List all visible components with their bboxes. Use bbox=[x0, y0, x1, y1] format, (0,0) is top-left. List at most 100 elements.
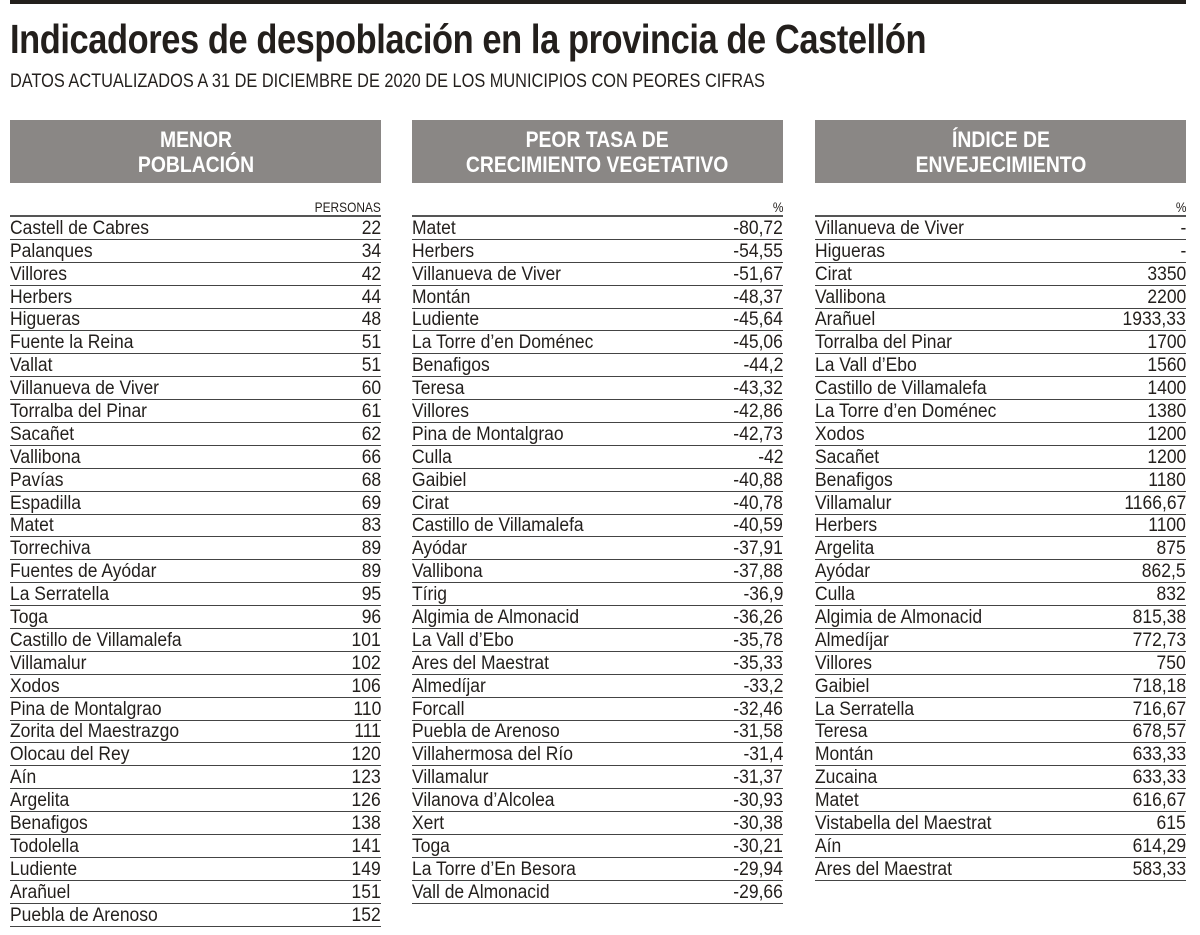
municipality-name: Xodos bbox=[10, 675, 60, 697]
page-title: Indicadores de despoblación en la provin… bbox=[10, 16, 927, 62]
value: -42,86 bbox=[733, 401, 783, 423]
table-row: Teresa -43,32 bbox=[412, 377, 783, 401]
value: -30,38 bbox=[733, 813, 783, 835]
value: -42,73 bbox=[733, 423, 783, 445]
table-header-label: ÍNDICE DE ENVEJECIMIENTO bbox=[915, 126, 1086, 177]
value: -44,2 bbox=[743, 355, 783, 377]
table-row: Ludiente 149 bbox=[10, 858, 381, 881]
value: -31,37 bbox=[733, 767, 783, 789]
unit-text: % bbox=[1175, 199, 1186, 215]
value: 862,5 bbox=[1142, 561, 1186, 583]
municipality-name: Espadilla bbox=[10, 492, 81, 514]
unit-label: % bbox=[412, 200, 783, 217]
municipality-name: Aín bbox=[815, 835, 842, 857]
table-row: La Serratella 716,67 bbox=[815, 698, 1186, 721]
municipality-name: Gaibiel bbox=[815, 675, 870, 697]
value: 815,38 bbox=[1132, 607, 1186, 629]
municipality-name: La Vall d’Ebo bbox=[815, 355, 917, 377]
municipality-name: La Torre d’En Besora bbox=[412, 858, 576, 880]
value: 34 bbox=[361, 240, 381, 262]
table-row: Villamalur 102 bbox=[10, 652, 381, 675]
unit-text: % bbox=[772, 199, 783, 215]
table-header-label: PEOR TASA DE CRECIMIENTO VEGETATIVO bbox=[466, 126, 729, 177]
table-row: Ayódar -37,91 bbox=[412, 537, 783, 561]
table-row: Toga -30,21 bbox=[412, 835, 783, 858]
municipality-name: Culla bbox=[412, 446, 452, 468]
table-row: Herbers 1100 bbox=[815, 515, 1186, 538]
table-row: Gaibiel 718,18 bbox=[815, 675, 1186, 698]
municipality-name: Cirat bbox=[412, 492, 449, 514]
table-row: Cirat -40,78 bbox=[412, 492, 783, 515]
value: 1200 bbox=[1147, 423, 1186, 445]
value: -37,91 bbox=[733, 538, 783, 560]
municipality-name: Pina de Montalgrao bbox=[10, 698, 162, 720]
table-row: Teresa 678,57 bbox=[815, 721, 1186, 744]
municipality-name: Arañuel bbox=[815, 309, 876, 331]
table-row: Castillo de Villamalefa 1400 bbox=[815, 377, 1186, 401]
table-row: Ares del Maestrat -35,33 bbox=[412, 652, 783, 675]
table-row: Montán -48,37 bbox=[412, 286, 783, 309]
municipality-name: Palanques bbox=[10, 240, 93, 262]
table-row: Matet -80,72 bbox=[412, 217, 783, 240]
municipality-name: Ludiente bbox=[412, 309, 480, 331]
table-row: Aín 123 bbox=[10, 766, 381, 790]
municipality-name: Castell de Cabres bbox=[10, 217, 149, 239]
table-row: Torrechiva 89 bbox=[10, 537, 381, 561]
value: 1380 bbox=[1147, 401, 1186, 423]
table-row: Fuentes de Ayódar 89 bbox=[10, 560, 381, 584]
table-row: Ares del Maestrat 583,33 bbox=[815, 858, 1186, 881]
value: 718,18 bbox=[1132, 675, 1186, 697]
table-row: Villores 750 bbox=[815, 652, 1186, 675]
value: 678,57 bbox=[1132, 721, 1186, 743]
page-subtitle: DATOS ACTUALIZADOS A 31 DE DICIEMBRE DE … bbox=[10, 71, 765, 92]
municipality-name: Cirat bbox=[815, 263, 852, 285]
value: 875 bbox=[1156, 538, 1186, 560]
value: 42 bbox=[361, 263, 381, 285]
table-row: La Torre d’En Besora -29,94 bbox=[412, 858, 783, 881]
value: -45,06 bbox=[733, 332, 783, 354]
table-row: Castillo de Villamalefa 101 bbox=[10, 629, 381, 652]
municipality-name: Toga bbox=[412, 835, 450, 857]
value: 126 bbox=[351, 790, 381, 812]
municipality-name: Algimia de Almonacid bbox=[815, 607, 983, 629]
table-row: Villores -42,86 bbox=[412, 400, 783, 424]
municipality-name: Puebla de Arenoso bbox=[10, 904, 158, 926]
municipality-name: Villahermosa del Río bbox=[412, 744, 573, 766]
municipality-name: Villores bbox=[815, 652, 873, 674]
value: -30,21 bbox=[733, 835, 783, 857]
municipality-name: Montán bbox=[815, 744, 874, 766]
table-row: La Torre d’en Doménec -45,06 bbox=[412, 331, 783, 355]
value: 614,29 bbox=[1132, 835, 1186, 857]
table-row: Zucaina 633,33 bbox=[815, 766, 1186, 790]
value: 48 bbox=[361, 309, 381, 331]
table-row: Almedíjar -33,2 bbox=[412, 675, 783, 698]
value: 1200 bbox=[1147, 446, 1186, 468]
value: 149 bbox=[351, 858, 381, 880]
table-row: Matet 616,67 bbox=[815, 789, 1186, 813]
value: 106 bbox=[351, 675, 381, 697]
table-header-label: MENOR POBLACIÓN bbox=[137, 126, 254, 177]
value: 583,33 bbox=[1132, 858, 1186, 880]
table-row: Puebla de Arenoso 152 bbox=[10, 904, 381, 927]
municipality-name: Toga bbox=[10, 607, 48, 629]
municipality-name: Vilanova d’Alcolea bbox=[412, 790, 555, 812]
table-row: Vistabella del Maestrat 615 bbox=[815, 812, 1186, 836]
table-row: Pina de Montalgrao -42,73 bbox=[412, 423, 783, 446]
table-row: Higueras - bbox=[815, 240, 1186, 263]
value: 89 bbox=[361, 561, 381, 583]
value: 101 bbox=[351, 629, 381, 651]
table-row: Castillo de Villamalefa -40,59 bbox=[412, 515, 783, 538]
table-row: Villanueva de Viver -51,67 bbox=[412, 263, 783, 286]
municipality-name: Villamalur bbox=[815, 492, 892, 514]
value: 141 bbox=[351, 835, 381, 857]
municipality-name: Matet bbox=[10, 515, 54, 537]
municipality-name: Culla bbox=[815, 584, 855, 606]
top-rule bbox=[10, 0, 1186, 4]
table-row: Vallat 51 bbox=[10, 354, 381, 378]
table-row: Toga 96 bbox=[10, 606, 381, 630]
value: 1700 bbox=[1147, 332, 1186, 354]
municipality-name: Vistabella del Maestrat bbox=[815, 813, 992, 835]
value: -31,58 bbox=[733, 721, 783, 743]
table-row: Palanques 34 bbox=[10, 240, 381, 263]
value: 51 bbox=[361, 332, 381, 354]
